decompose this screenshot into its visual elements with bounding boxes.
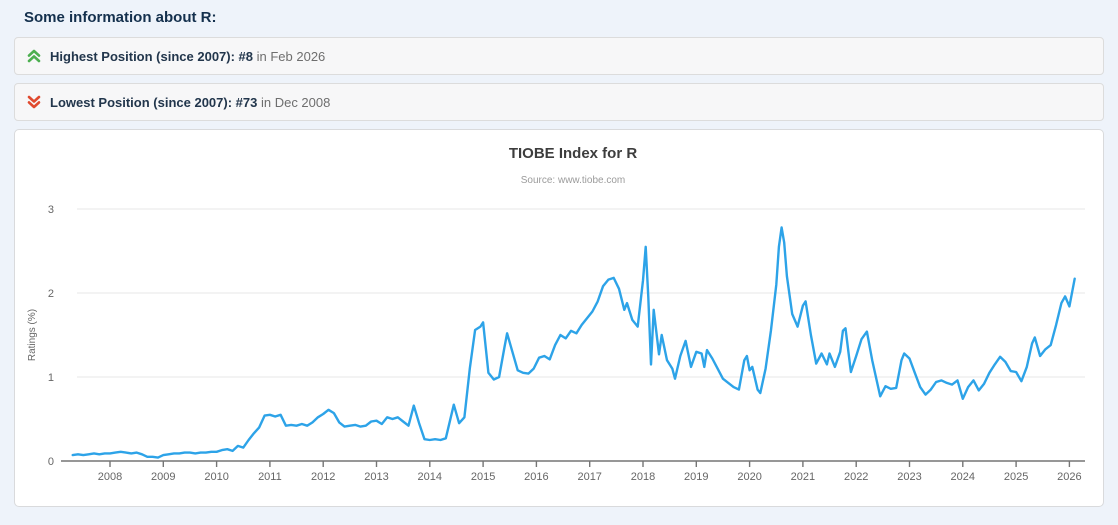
svg-text:2016: 2016 [524, 471, 548, 483]
lowest-position-date: in Dec 2008 [257, 94, 331, 110]
svg-text:2010: 2010 [204, 471, 228, 483]
lowest-position-box: Lowest Position (since 2007): #73 in Dec… [14, 83, 1104, 121]
svg-text:2017: 2017 [577, 471, 601, 483]
page-title: Some information about R: [24, 9, 217, 26]
svg-text:2024: 2024 [951, 471, 975, 483]
svg-text:2020: 2020 [737, 471, 761, 483]
svg-text:TIOBE Index for R: TIOBE Index for R [509, 145, 638, 162]
svg-text:2025: 2025 [1004, 471, 1028, 483]
svg-text:2012: 2012 [311, 471, 335, 483]
svg-text:Ratings (%): Ratings (%) [27, 309, 38, 361]
tiobe-index-chart-card: 0 1 2 3 2008 2009 2010 2011 2012 2013 2014 2015 2016… [14, 129, 1104, 507]
svg-text:2023: 2023 [897, 471, 921, 483]
svg-text:2: 2 [48, 288, 54, 300]
svg-text:2014: 2014 [418, 471, 442, 483]
highest-position-date: in Feb 2026 [253, 48, 326, 64]
svg-text:2008: 2008 [98, 471, 122, 483]
double-chevron-up-icon [27, 49, 41, 63]
highest-position-box: Highest Position (since 2007): #8 in Feb… [14, 37, 1104, 75]
svg-text:2021: 2021 [791, 471, 815, 483]
svg-text:2011: 2011 [258, 471, 282, 483]
highest-position-label: Highest Position (since 2007): #8 [50, 48, 254, 64]
svg-text:2026: 2026 [1057, 471, 1081, 483]
svg-text:Source: www.tiobe.com: Source: www.tiobe.com [521, 175, 626, 186]
svg-text:2009: 2009 [151, 471, 175, 483]
svg-text:3: 3 [48, 204, 54, 216]
svg-text:2018: 2018 [631, 471, 655, 483]
tiobe-chart: 0 1 2 3 2008 2009 2010 2011 2012 2013 2014 2015 2016… [27, 145, 1085, 483]
svg-text:2015: 2015 [471, 471, 495, 483]
svg-text:0: 0 [48, 456, 54, 468]
double-chevron-down-icon [27, 95, 41, 109]
lowest-position-label: Lowest Position (since 2007): #73 [50, 94, 258, 110]
svg-text:2019: 2019 [684, 471, 708, 483]
svg-text:2013: 2013 [364, 471, 388, 483]
svg-text:1: 1 [48, 372, 54, 384]
svg-text:2022: 2022 [844, 471, 868, 483]
